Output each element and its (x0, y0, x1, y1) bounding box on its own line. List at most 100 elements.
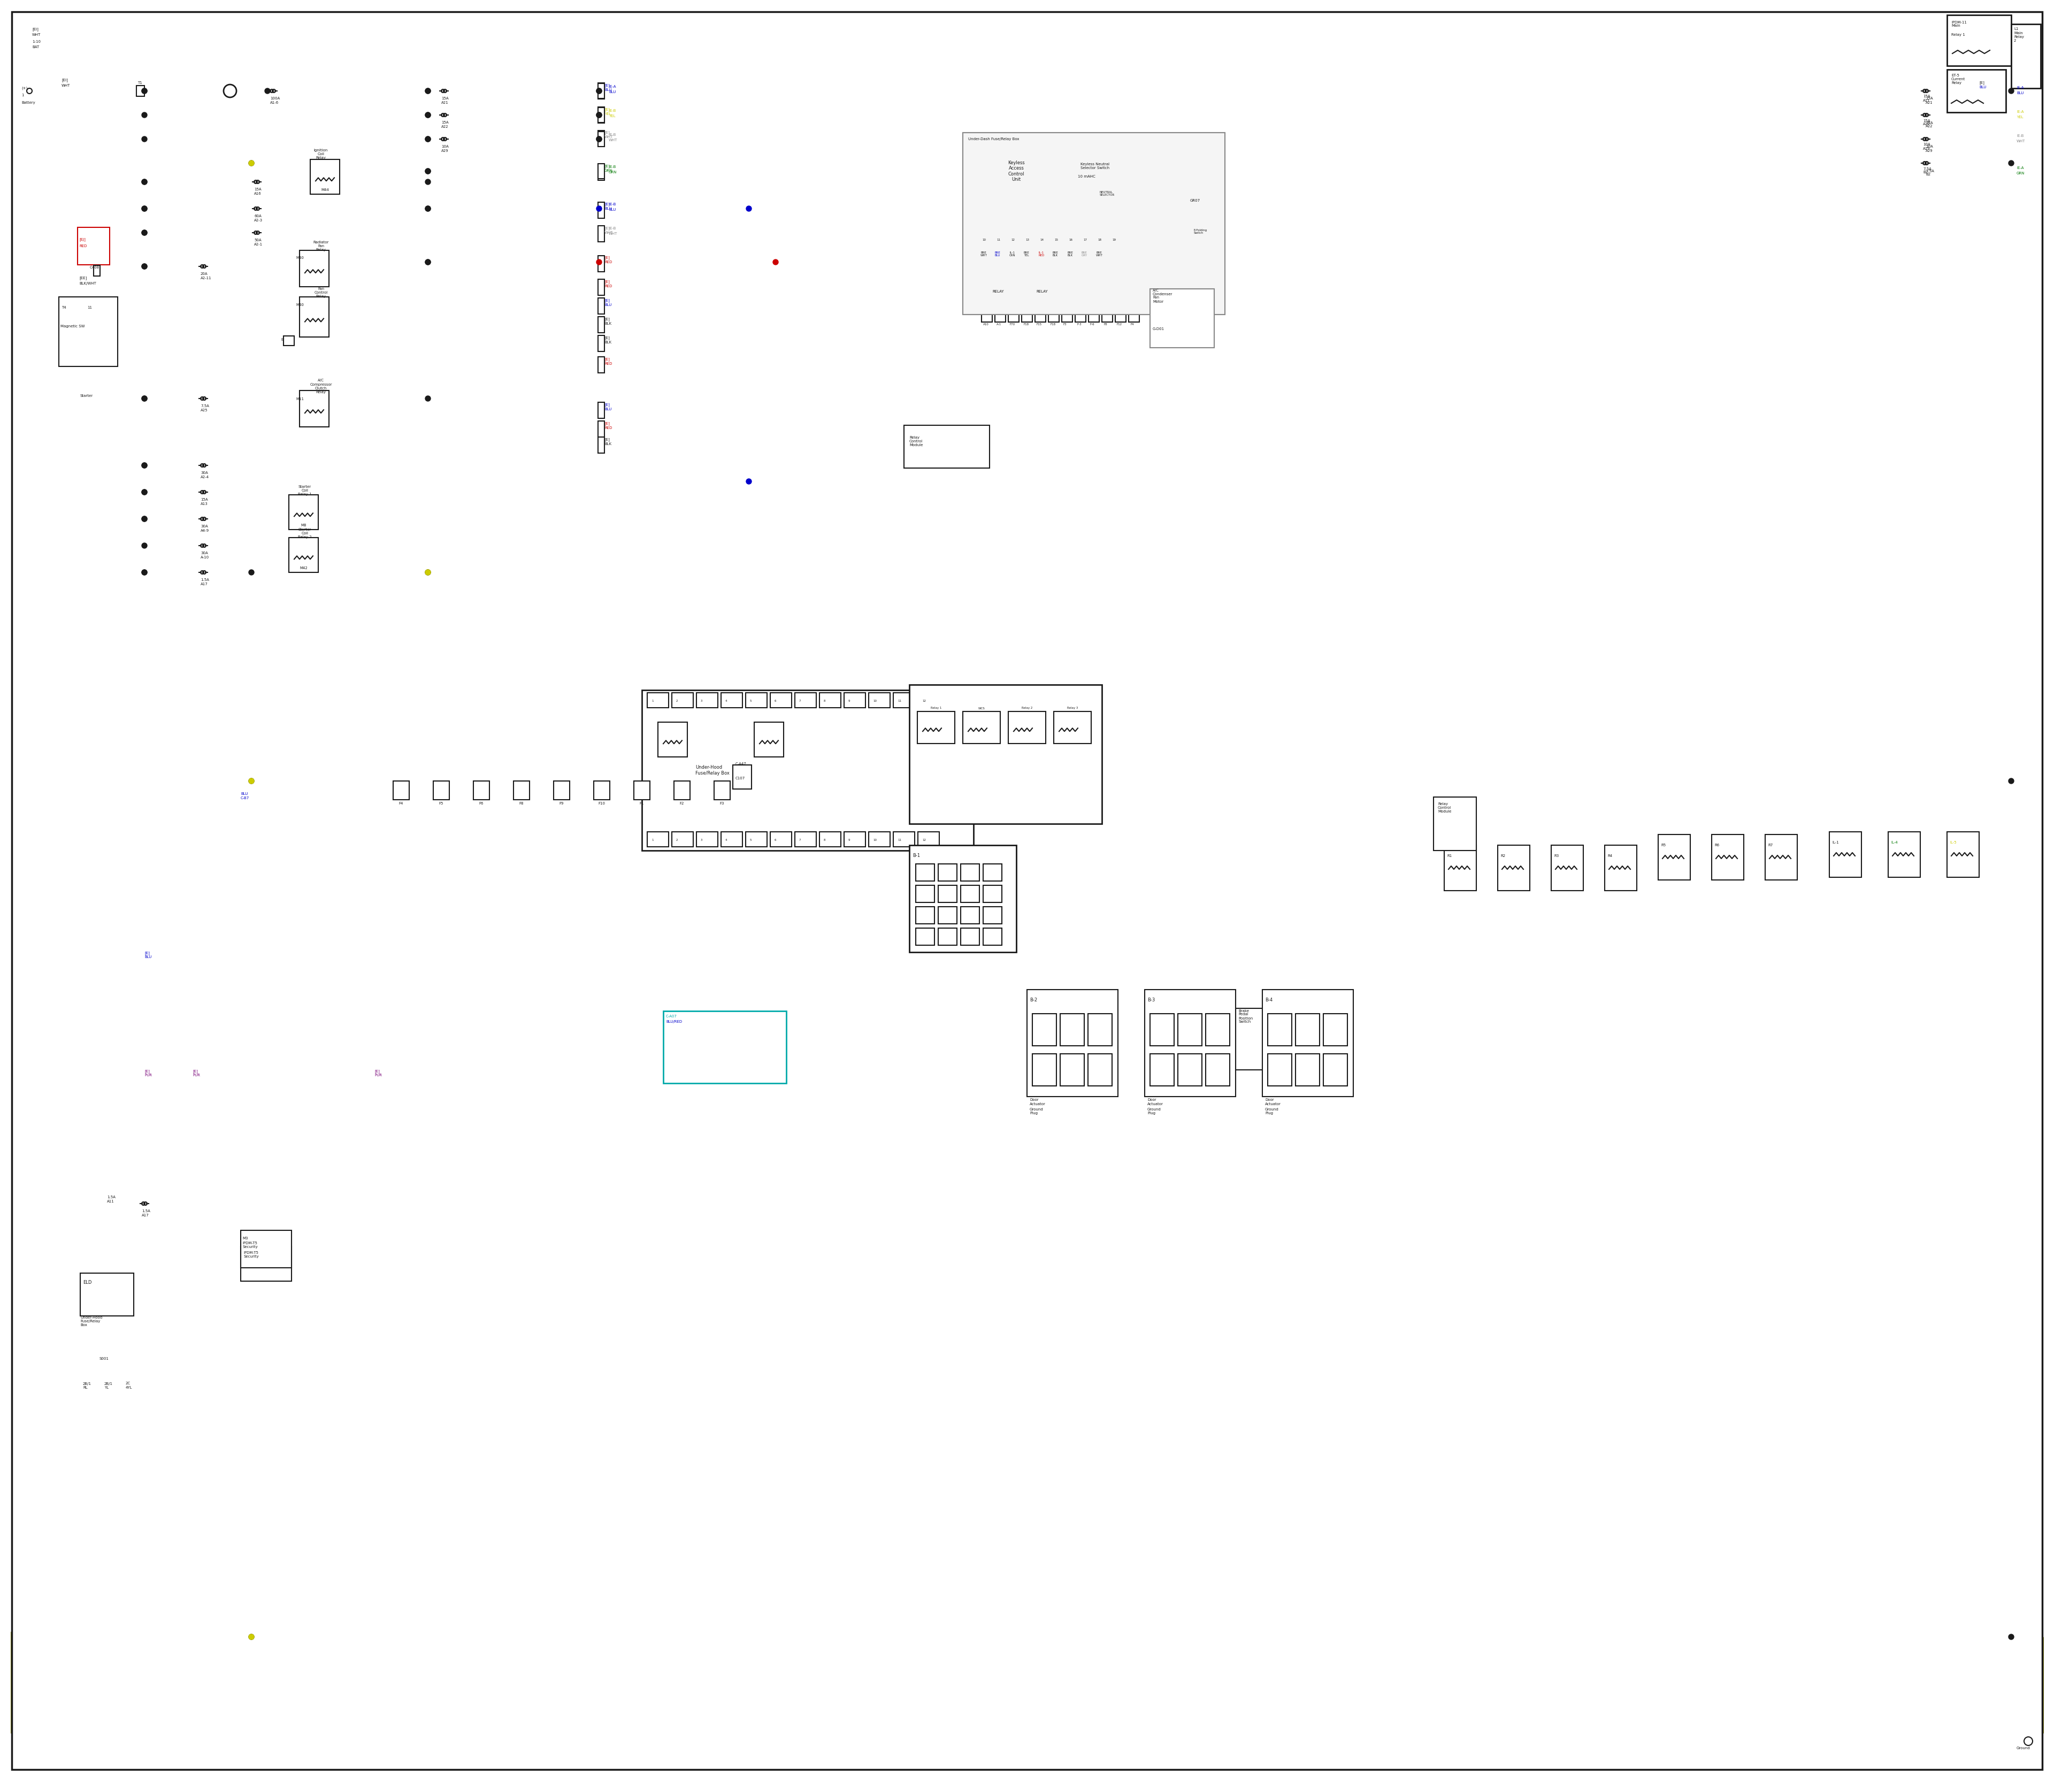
Text: [E]
PUR: [E] PUR (193, 1070, 199, 1077)
Text: 30A: 30A (201, 552, 207, 556)
Circle shape (772, 260, 778, 265)
Bar (1060, 1014, 1085, 1047)
Bar (598, 317, 604, 333)
Text: Brake
Pedal
Position
Switch: Brake Pedal Position Switch (1239, 1009, 1253, 1023)
Bar (1128, 310, 1140, 323)
Text: Door
Actuator: Door Actuator (1029, 1098, 1045, 1106)
Text: BLU: BLU (1980, 86, 1986, 90)
Circle shape (142, 206, 148, 211)
Text: Ignition
Coil
Relay: Ignition Coil Relay (314, 149, 329, 159)
Text: A4-9: A4-9 (201, 529, 210, 532)
Bar (1177, 1014, 1202, 1047)
Bar (1033, 1014, 1056, 1047)
Bar (598, 82, 604, 99)
Circle shape (142, 263, 148, 269)
Circle shape (425, 113, 431, 118)
Text: 15A: 15A (201, 498, 207, 502)
Text: [E]: [E] (604, 202, 610, 206)
Text: BRE
WHT: BRE WHT (1097, 251, 1103, 256)
Circle shape (142, 206, 148, 211)
Text: 17: 17 (1082, 238, 1087, 240)
Text: F70: F70 (1011, 323, 1015, 326)
Bar (1267, 1014, 1292, 1047)
Bar (647, 694, 670, 708)
Text: A/C
Condenser
Fan
Motor: A/C Condenser Fan Motor (1152, 289, 1173, 303)
Bar (1089, 1014, 1111, 1047)
Bar (1066, 224, 1076, 238)
Text: C107: C107 (735, 776, 746, 780)
Text: C408: C408 (90, 265, 99, 269)
Text: 50A: 50A (255, 238, 261, 242)
Circle shape (265, 88, 271, 93)
Text: M42: M42 (300, 566, 308, 570)
Text: (+): (+) (21, 86, 27, 90)
Circle shape (2009, 1634, 2013, 1640)
Circle shape (425, 113, 431, 118)
Text: IE-B: IE-B (2017, 134, 2023, 138)
Bar (893, 831, 914, 848)
Bar (869, 831, 889, 848)
Circle shape (249, 1634, 255, 1640)
Bar (1037, 224, 1048, 238)
Circle shape (249, 570, 255, 575)
Circle shape (425, 260, 431, 265)
Bar (598, 437, 604, 453)
Bar (1009, 711, 1045, 744)
Bar (1089, 310, 1099, 323)
Circle shape (142, 263, 148, 269)
Bar (598, 297, 604, 314)
Text: BRE
BLK: BRE BLK (1068, 251, 1072, 256)
Text: GR07: GR07 (1189, 199, 1200, 202)
Text: F18: F18 (1023, 323, 1029, 326)
Bar (916, 928, 935, 944)
Text: [E]: [E] (604, 317, 610, 321)
Bar (916, 864, 935, 882)
Text: T4: T4 (62, 306, 66, 310)
Text: 7.5A: 7.5A (201, 405, 210, 407)
Bar (1115, 310, 1126, 323)
Text: Battery: Battery (21, 100, 35, 104)
Text: BRE
GRY: BRE GRY (1082, 251, 1087, 256)
Bar (1009, 310, 1019, 323)
Bar (1144, 989, 1237, 1097)
Bar (1074, 310, 1087, 323)
Circle shape (596, 88, 602, 93)
Text: F8: F8 (1103, 323, 1107, 326)
Bar (994, 310, 1006, 323)
Text: A22: A22 (442, 125, 448, 129)
Bar (820, 694, 840, 708)
Text: [E]: [E] (604, 437, 610, 441)
Circle shape (142, 516, 148, 521)
Text: F1: F1 (639, 801, 645, 805)
Bar (1033, 278, 1064, 308)
Text: F18: F18 (1050, 323, 1056, 326)
Bar (555, 781, 569, 799)
Text: 1: 1 (21, 93, 25, 97)
Circle shape (249, 778, 255, 783)
Text: 11: 11 (898, 839, 902, 840)
Bar (641, 690, 974, 851)
Text: T1: T1 (138, 81, 142, 84)
Text: 1.5A
A11: 1.5A A11 (107, 1195, 115, 1202)
Bar (80, 1272, 134, 1315)
Bar (1150, 1054, 1175, 1086)
Bar (1101, 310, 1113, 323)
Text: BRE
WHT: BRE WHT (980, 251, 988, 256)
Bar (598, 163, 604, 179)
Text: F3: F3 (1064, 323, 1066, 326)
Bar (663, 1011, 787, 1082)
Bar (1150, 1014, 1175, 1047)
Text: R5: R5 (1662, 844, 1666, 848)
Bar (1048, 310, 1060, 323)
Text: R4: R4 (1608, 855, 1612, 858)
Text: C-A47: C-A47 (735, 762, 746, 765)
Bar (598, 84, 604, 99)
Text: BLU: BLU (604, 208, 612, 210)
Bar (961, 928, 980, 944)
Text: A25: A25 (201, 409, 207, 412)
Text: WHT: WHT (608, 233, 618, 235)
Text: [EE]: [EE] (80, 276, 86, 280)
Bar (1604, 846, 1637, 891)
Circle shape (142, 570, 148, 575)
Text: NEUTRAL
SELECTOR: NEUTRAL SELECTOR (1099, 190, 1115, 197)
